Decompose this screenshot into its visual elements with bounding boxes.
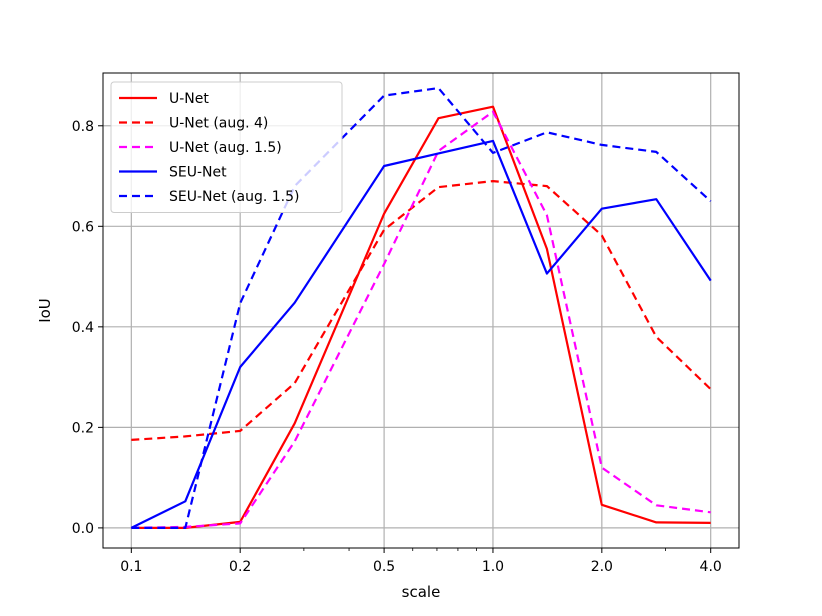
legend-label: U-Net (aug. 4) xyxy=(169,116,268,132)
x-tick-label: 1.0 xyxy=(482,559,504,575)
x-tick-label: 0.1 xyxy=(120,559,142,575)
ticks: 0.1 0.2 0.5 1.0 2.0 4.0 0.0 0.2 0.4 0.6 0.8 xyxy=(72,119,722,575)
legend-box xyxy=(110,81,343,213)
x-tick-label: 0.2 xyxy=(229,559,251,575)
legend: U-Net U-Net (aug. 4) U-Net (aug. 1.5) SEU-N… xyxy=(110,81,343,213)
x-axis-title: scale xyxy=(402,583,441,601)
x-tick-label: 2.0 xyxy=(591,559,613,575)
y-tick-label: 0.8 xyxy=(72,119,94,135)
x-tick-label: 0.5 xyxy=(373,559,395,575)
series-line-4 xyxy=(130,139,712,529)
x-tick-label: 4.0 xyxy=(700,559,722,575)
y-tick-label: 0.4 xyxy=(72,320,94,336)
legend-label: U-Net xyxy=(169,91,209,107)
y-tick-label: 0.0 xyxy=(72,521,94,537)
y-tick-label: 0.6 xyxy=(72,219,94,235)
series-lines xyxy=(130,86,712,530)
legend-label: SEU-Net xyxy=(169,165,227,181)
series-line-5 xyxy=(131,86,712,530)
y-axis-title: IoU xyxy=(36,298,54,323)
legend-label: U-Net (aug. 1.5) xyxy=(169,140,282,156)
series-line-3 xyxy=(131,110,711,529)
legend-label: SEU-Net (aug. 1.5) xyxy=(169,189,299,205)
y-tick-label: 0.2 xyxy=(72,420,94,436)
series-line-1 xyxy=(131,105,711,530)
plot-frame xyxy=(102,72,740,549)
